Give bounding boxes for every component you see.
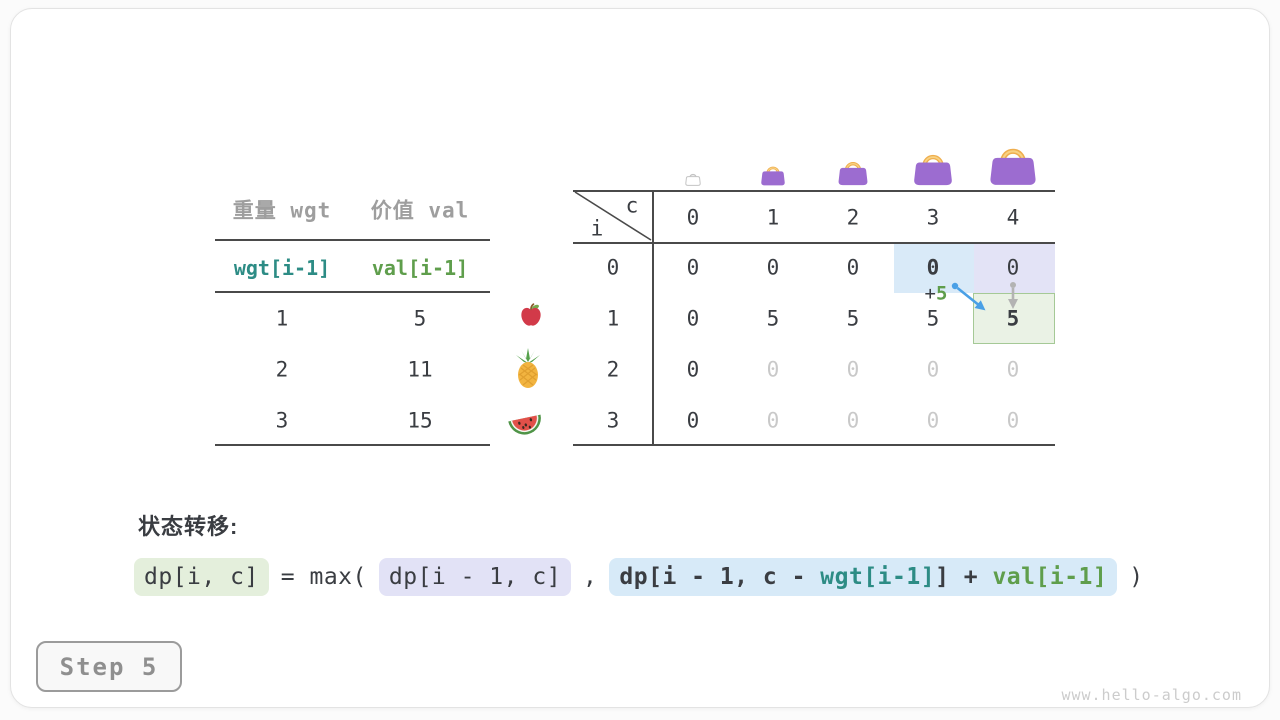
watermark: www.hello-algo.com bbox=[1061, 686, 1242, 704]
dp-cell-0-4: 0 bbox=[1006, 255, 1020, 280]
plus-sign: + bbox=[924, 282, 936, 305]
take-bridge: ] + bbox=[935, 564, 993, 590]
dp-cell-2-0: 0 bbox=[686, 357, 700, 382]
dp-cell-3-3: 0 bbox=[926, 408, 940, 433]
dp-cell-3-4: 0 bbox=[1006, 408, 1020, 433]
step-badge: Step 5 bbox=[36, 641, 182, 692]
dp-cell-3-1: 0 bbox=[766, 408, 780, 433]
item-table-rule-mid bbox=[215, 291, 490, 293]
dp-row-header-0: 0 bbox=[606, 255, 620, 280]
dp-cell-2-4: 0 bbox=[1006, 357, 1020, 382]
dp-cell-1-2: 5 bbox=[846, 306, 860, 331]
formula-closing: ) bbox=[1129, 564, 1144, 590]
item-row-1-wgt: 1 bbox=[275, 306, 289, 331]
formula-take-option: dp[i - 1, c - wgt[i-1]] + val[i-1] bbox=[609, 558, 1118, 596]
state-transition-formula: dp[i, c] = max( dp[i - 1, c] , dp[i - 1,… bbox=[134, 558, 1144, 596]
item-row-3-val: 15 bbox=[407, 408, 433, 433]
item-table-index-val: val[i-1] bbox=[371, 256, 469, 280]
highlight-cell-prev-state bbox=[894, 244, 974, 293]
take-val-term: val[i-1] bbox=[992, 564, 1108, 590]
dp-col-header-4: 4 bbox=[1006, 205, 1020, 230]
item-row-2-wgt: 2 bbox=[275, 357, 289, 382]
dp-table-rule-vertical bbox=[652, 190, 654, 446]
dp-cell-2-3: 0 bbox=[926, 357, 940, 382]
dp-cell-1-0: 0 bbox=[686, 306, 700, 331]
dp-cell-2-2: 0 bbox=[846, 357, 860, 382]
dp-table-rule-header bbox=[573, 242, 1055, 244]
bag-large-icon bbox=[914, 154, 952, 186]
item-table-index-wgt: wgt[i-1] bbox=[233, 256, 331, 280]
dp-cell-0-2: 0 bbox=[846, 255, 860, 280]
dp-col-header-2: 2 bbox=[846, 205, 860, 230]
item-row-1-val: 5 bbox=[413, 306, 427, 331]
pineapple-icon bbox=[516, 348, 540, 388]
dp-corner-row-label: i bbox=[590, 216, 604, 241]
dp-cell-1-4: 5 bbox=[1006, 306, 1020, 331]
dp-cell-1-1: 5 bbox=[766, 306, 780, 331]
dp-cell-3-2: 0 bbox=[846, 408, 860, 433]
formula-separator: , bbox=[583, 564, 598, 590]
state-transition-label: 状态转移: bbox=[138, 514, 239, 539]
take-wgt-term: wgt[i-1] bbox=[820, 564, 936, 590]
item-table-rule-top bbox=[215, 239, 490, 241]
take-prefix: dp[i - 1, c - bbox=[619, 564, 821, 590]
dp-cell-0-1: 0 bbox=[766, 255, 780, 280]
dp-cell-0-3: 0 bbox=[926, 255, 940, 280]
dp-corner-col-label: c bbox=[625, 193, 639, 218]
figure-card bbox=[10, 8, 1270, 708]
added-value: 5 bbox=[936, 282, 948, 305]
dp-cell-3-0: 0 bbox=[686, 408, 700, 433]
formula-operator: = max( bbox=[280, 564, 367, 590]
dp-row-header-1: 1 bbox=[606, 306, 620, 331]
apple-icon bbox=[521, 303, 541, 326]
watermelon-icon bbox=[508, 414, 541, 435]
dp-col-header-0: 0 bbox=[686, 205, 700, 230]
formula-keep-option: dp[i - 1, c] bbox=[378, 558, 572, 596]
dp-col-header-3: 3 bbox=[926, 205, 940, 230]
item-table-header-wgt: 重量 wgt bbox=[232, 198, 332, 223]
bag-outline-icon bbox=[685, 173, 701, 186]
dp-row-header-3: 3 bbox=[606, 408, 620, 433]
item-table-rule-bottom bbox=[215, 444, 490, 446]
dp-cell-0-0: 0 bbox=[686, 255, 700, 280]
step-badge-label: Step 5 bbox=[59, 652, 159, 681]
dp-table-rule-bottom bbox=[573, 444, 1055, 446]
dp-cell-2-1: 0 bbox=[766, 357, 780, 382]
bag-medium-icon bbox=[838, 162, 868, 186]
dp-cell-1-3: 5 bbox=[926, 306, 940, 331]
dp-col-header-1: 1 bbox=[766, 205, 780, 230]
item-row-3-wgt: 3 bbox=[275, 408, 289, 433]
dp-row-header-2: 2 bbox=[606, 357, 620, 382]
item-row-2-val: 11 bbox=[407, 357, 433, 382]
formula-lhs: dp[i, c] bbox=[134, 558, 269, 596]
bag-xlarge-icon bbox=[990, 148, 1036, 185]
transition-value-annotation: +5 bbox=[924, 282, 948, 305]
item-table-header-val: 价值 val bbox=[370, 198, 470, 223]
dp-table-rule-top bbox=[573, 190, 1055, 192]
bag-small-icon bbox=[761, 166, 785, 186]
